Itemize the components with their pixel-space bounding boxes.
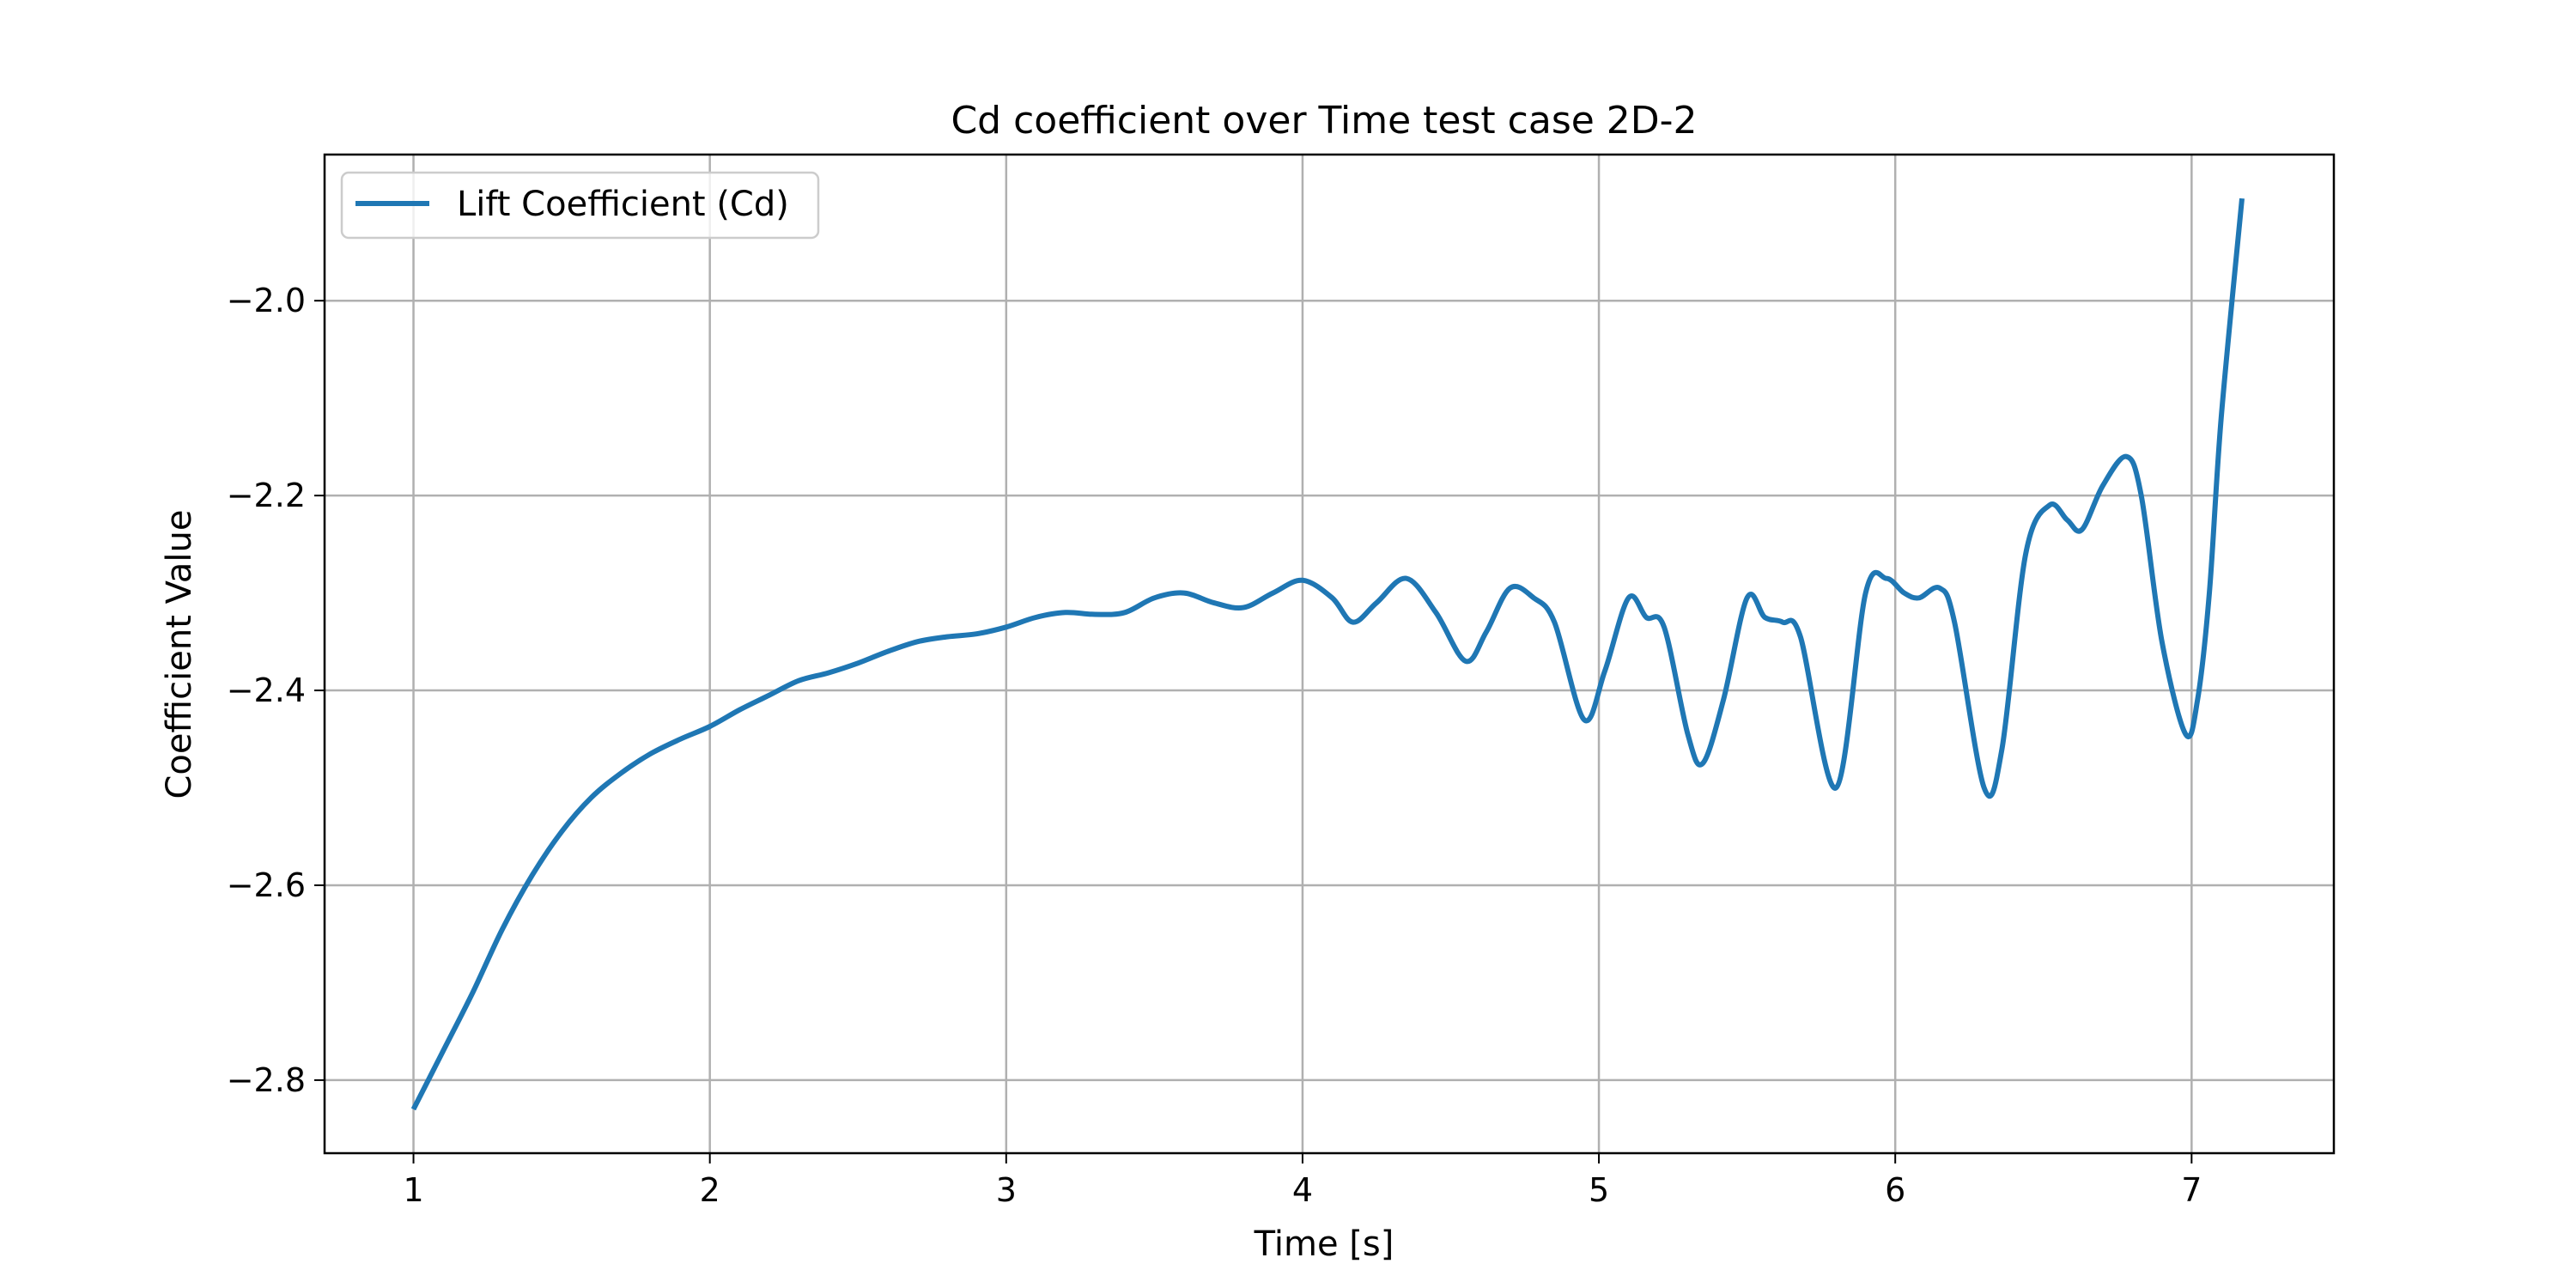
y-tick-label: −2.6 (227, 866, 306, 904)
axes-frame (323, 153, 2336, 1155)
grid (325, 155, 2334, 1153)
legend: Lift Coefficient (Cd) (340, 171, 820, 240)
x-tick-label: 3 (996, 1171, 1017, 1209)
series-line-lift-coefficient (410, 197, 2245, 1111)
y-tick-label: −2.4 (227, 671, 306, 709)
x-tick-label: 7 (2181, 1171, 2202, 1209)
ticks: 1 2 3 4 5 6 7 −2.8 −2.6 −2.4 −2.2 −2.0 (227, 282, 2202, 1209)
chart-title: Cd coefficient over Time test case 2D-2 (951, 99, 1697, 143)
legend-label: Lift Coefficient (Cd) (457, 185, 789, 224)
y-tick-label: −2.0 (227, 282, 306, 319)
x-tick-label: 5 (1589, 1171, 1609, 1209)
plot-area (410, 197, 2245, 1111)
x-tick-label: 1 (403, 1171, 423, 1209)
x-tick-label: 2 (700, 1171, 720, 1209)
x-axis-label: Time [s] (1254, 1224, 1394, 1264)
x-tick-label: 6 (1885, 1171, 1905, 1209)
y-tick-label: −2.8 (227, 1061, 306, 1099)
y-axis-label: Coefficient Value (160, 510, 199, 799)
x-tick-label: 4 (1292, 1171, 1313, 1209)
y-tick-label: −2.2 (227, 477, 306, 514)
legend-box (340, 171, 820, 240)
